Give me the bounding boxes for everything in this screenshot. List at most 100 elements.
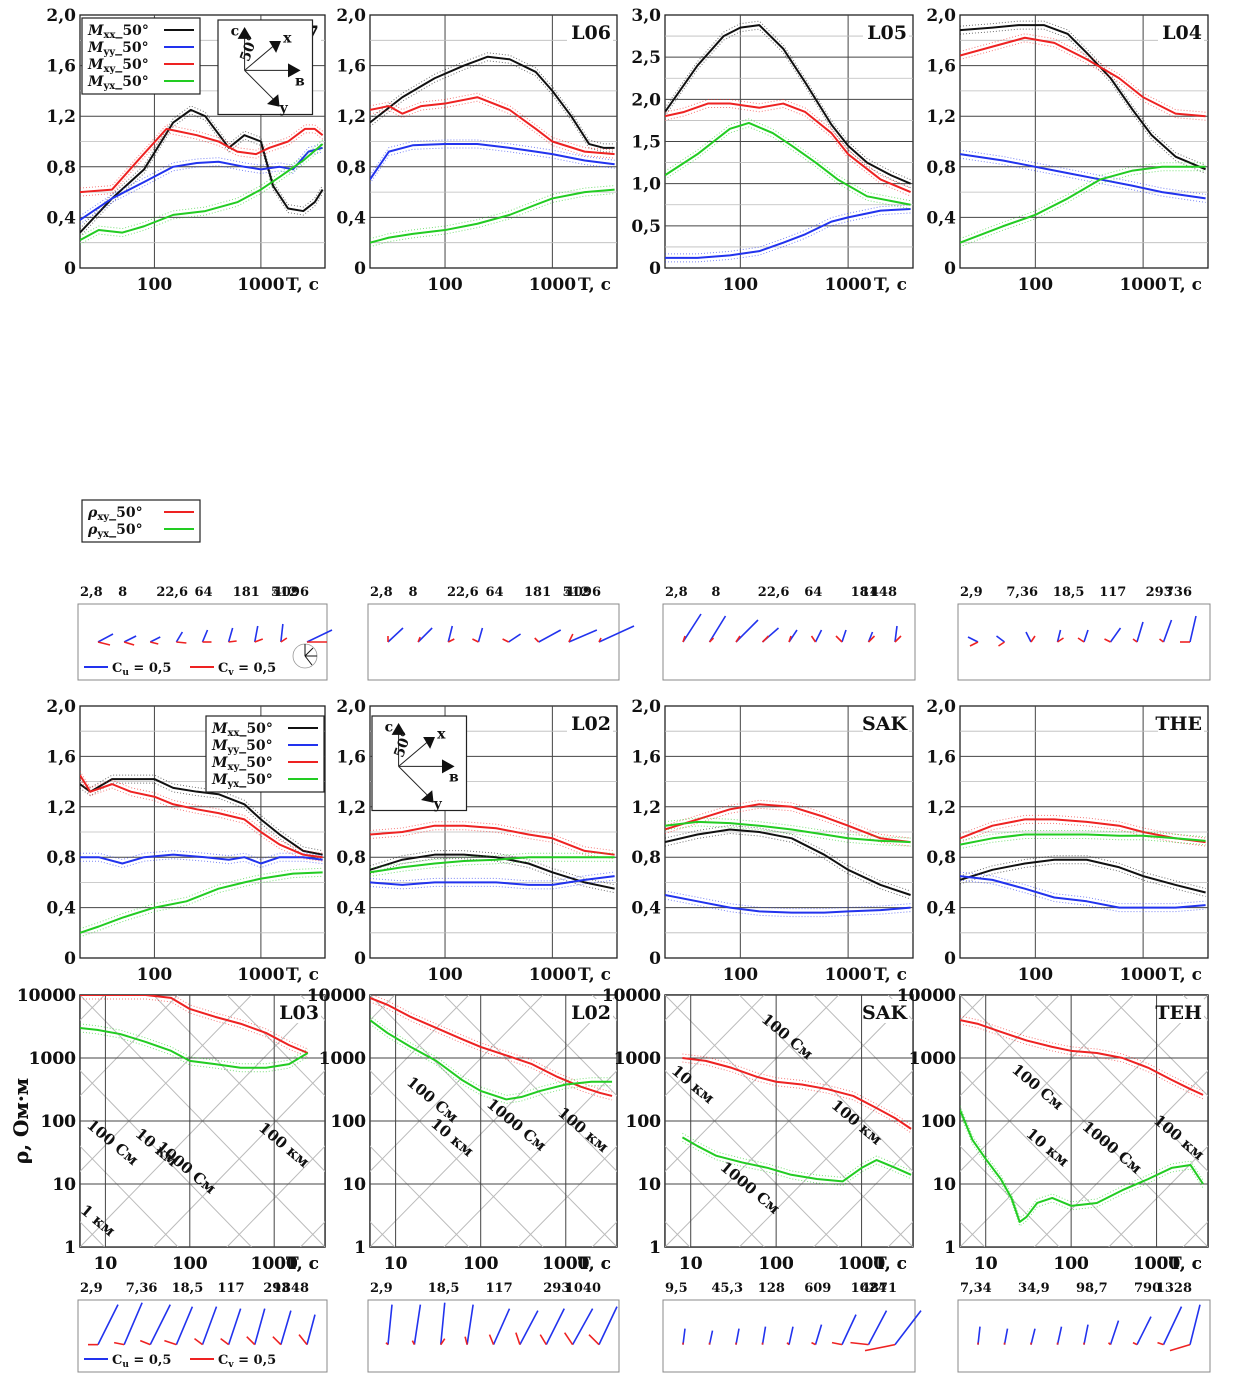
vector-imag [894, 635, 902, 643]
vector-real [439, 1302, 446, 1345]
y-tick-label: 10 [932, 1175, 956, 1195]
period-label: 117 [1099, 585, 1126, 600]
y-tick-label: 10 [52, 1175, 76, 1195]
series-line-myy [960, 875, 1206, 909]
y-tick-label: 10000 [897, 986, 956, 1006]
vector-imag [385, 1342, 389, 1346]
vector-imag [472, 638, 479, 643]
series-error-mxy [370, 92, 615, 151]
tick-labels: 0 0,4 0,8 1,2 1,6 2,0 100 1000 T, с [336, 697, 611, 985]
arrow-icon [237, 27, 252, 39]
series-line-myx [370, 856, 615, 874]
y-tick-label: 1,2 [46, 798, 76, 818]
vector-imag [563, 1332, 574, 1346]
vector-imag [411, 1340, 416, 1345]
y-tick-label: 1,2 [631, 798, 661, 818]
y-tick-label: 100 [626, 1112, 662, 1132]
compass-label-c: с [385, 719, 394, 735]
series-line-mxx [960, 858, 1206, 894]
grid [370, 15, 617, 268]
period-label: 293 [543, 1281, 570, 1296]
legend-label: Myx_50° [211, 772, 273, 790]
vector-real [682, 1328, 686, 1345]
period-label: 18,5 [1053, 585, 1085, 600]
y-tick-label: 1000 [909, 1049, 956, 1069]
diag-line [813, 1145, 913, 1247]
vector-imag [831, 1341, 843, 1346]
compass-label-y: y [433, 796, 443, 812]
x-tick-label: 1000 [529, 275, 576, 295]
series-error-mxy [370, 100, 615, 159]
tick-labels: 0 0,4 0,8 1,2 1,6 2,0 100 1000 T, с [631, 697, 907, 985]
vector-real [1056, 629, 1062, 643]
series-line-mxx [80, 778, 323, 856]
series [370, 821, 615, 894]
y-tick-label: 1 [64, 1238, 76, 1258]
vector-real [123, 1302, 143, 1345]
y-tick-label: 0 [64, 259, 76, 279]
diag-line [1108, 1145, 1208, 1247]
period-label: 512 [563, 585, 590, 600]
series-error-myy [370, 879, 615, 890]
x-axis-label: T, с [1169, 965, 1202, 985]
diag-line [80, 1145, 179, 1247]
y-tick-label: 0 [944, 949, 956, 969]
series-line-myy [370, 143, 615, 181]
x-axis-label: T, с [874, 275, 907, 295]
x-tick-label: 1000 [251, 1254, 298, 1274]
vector-real [761, 1326, 767, 1345]
vector-real [682, 613, 702, 643]
tick-labels: 0 0,4 0,8 1,2 1,6 2,0 100 1000 T, с [926, 697, 1202, 985]
period-label: 2,9 [960, 585, 983, 600]
vector-imag [164, 1339, 177, 1346]
x-tick-label: 100 [137, 965, 173, 985]
vector-real [201, 629, 209, 643]
series [960, 814, 1206, 913]
compass-label-x: x [283, 30, 292, 46]
series-error-myy [80, 850, 323, 861]
diag-line [665, 995, 765, 1097]
vector-imag [588, 1334, 600, 1346]
compass-icon [292, 643, 318, 669]
legend-label: Mxx_50° [87, 23, 149, 41]
y-tick-label: 2,0 [926, 6, 956, 26]
diag-line [370, 1145, 470, 1247]
site-label: SAK [862, 1002, 908, 1024]
x-tick-label: 1000 [838, 1254, 885, 1274]
period-label: 7,34 [960, 1281, 992, 1296]
diag-line [226, 1145, 325, 1247]
series-line-mxy [960, 1019, 1204, 1096]
panel-modulus-sak: 0 0,4 0,8 1,2 1,6 2,0 100 1000 T, с SAK [631, 697, 914, 985]
legend-label: ρxy_50° [87, 505, 143, 523]
vector-imag [280, 637, 288, 643]
vector-imag [1107, 1342, 1112, 1346]
vector-real [477, 627, 484, 643]
x-tick-label: 1000 [1133, 1254, 1180, 1274]
x-tick-label: 100 [1053, 1254, 1089, 1274]
series-error-mxx [960, 863, 1206, 897]
x-tick-label: 10 [679, 1254, 703, 1274]
y-tick-label: 2,0 [46, 6, 76, 26]
y-tick-label: 1000 [29, 1049, 76, 1069]
x-tick-label: 100 [463, 1254, 499, 1274]
y-tick-label: 100 [921, 1112, 957, 1132]
series-error-mxy [665, 99, 911, 189]
y-tick-label: 1 [354, 1238, 366, 1258]
series-line-mxx [80, 108, 324, 234]
vector-real [1030, 1328, 1036, 1345]
y-tick-label: 0,4 [631, 899, 661, 919]
period-label: 4096 [273, 585, 309, 600]
series-error-myx [370, 860, 615, 877]
series-line-myx [80, 143, 324, 242]
x-axis-label: T, с [874, 965, 907, 985]
diag-line [960, 1145, 1060, 1247]
period-label: 18,5 [428, 1281, 460, 1296]
grid [80, 995, 325, 1247]
vector-imag [867, 635, 876, 643]
